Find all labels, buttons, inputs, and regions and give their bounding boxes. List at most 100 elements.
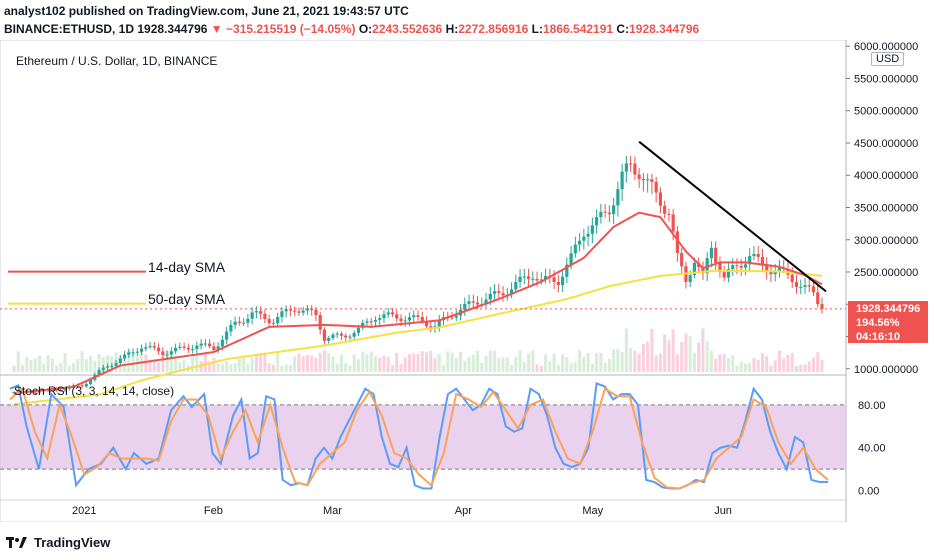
volume-bar bbox=[454, 358, 458, 372]
candle-body bbox=[663, 205, 667, 214]
volume-bar bbox=[386, 357, 390, 372]
candle-body bbox=[416, 315, 420, 317]
volume-bar bbox=[212, 357, 216, 372]
volume-bar bbox=[556, 364, 560, 372]
volume-bar bbox=[259, 354, 263, 372]
candle-body bbox=[97, 370, 101, 375]
candle-body bbox=[288, 309, 293, 311]
y-tick-label: 4500.000000 bbox=[854, 138, 918, 150]
volume-bar bbox=[148, 361, 152, 372]
candle-body bbox=[433, 326, 437, 328]
candle-body bbox=[807, 285, 811, 287]
open-label: O: bbox=[358, 22, 373, 36]
footer-logo[interactable]: TradingView bbox=[6, 535, 110, 550]
candle-body bbox=[560, 276, 565, 285]
candle-body bbox=[54, 389, 59, 391]
volume-bar bbox=[280, 365, 284, 372]
volume-bar bbox=[637, 353, 641, 372]
volume-bar bbox=[437, 354, 441, 372]
candle-body bbox=[59, 390, 63, 392]
volume-bar bbox=[701, 328, 705, 372]
candle-body bbox=[616, 189, 620, 206]
candle-body bbox=[318, 314, 322, 330]
volume-bar bbox=[790, 352, 794, 372]
candle-body bbox=[195, 345, 199, 349]
candle-body bbox=[612, 205, 616, 215]
volume-bar bbox=[407, 354, 411, 372]
volume-bar bbox=[446, 351, 450, 372]
volume-bar bbox=[582, 356, 586, 372]
candle-body bbox=[531, 278, 535, 280]
candle-body bbox=[756, 253, 760, 257]
volume-bar bbox=[680, 341, 684, 372]
low-value: 1866.542191 bbox=[543, 22, 614, 36]
volume-bar bbox=[429, 350, 433, 372]
candle-body bbox=[573, 244, 577, 254]
volume-bar bbox=[612, 349, 616, 372]
volume-bar bbox=[561, 354, 565, 372]
price-chart[interactable]: 1000.0000001500.0000002000.0000002500.00… bbox=[0, 40, 934, 522]
candle-body bbox=[675, 231, 680, 254]
volume-bar bbox=[641, 344, 645, 372]
volume-bar bbox=[476, 350, 480, 372]
currency-badge[interactable]: USD bbox=[871, 52, 905, 66]
volume-bar bbox=[352, 354, 356, 372]
candle-body bbox=[80, 385, 84, 387]
volume-bar bbox=[777, 350, 781, 372]
candle-body bbox=[624, 163, 628, 172]
candle-body bbox=[735, 265, 739, 267]
candle-body bbox=[522, 276, 526, 278]
volume-bar bbox=[331, 356, 335, 372]
candle-body bbox=[407, 317, 412, 321]
candle-body bbox=[139, 348, 144, 352]
candle-body bbox=[450, 317, 454, 319]
volume-bar bbox=[416, 353, 420, 372]
candle-body bbox=[646, 179, 650, 181]
candle-body bbox=[692, 262, 697, 276]
volume-bar bbox=[442, 364, 446, 372]
volume-bar bbox=[773, 360, 777, 372]
volume-bar bbox=[505, 357, 509, 372]
volume-bar bbox=[339, 354, 343, 372]
candle-body bbox=[169, 351, 173, 355]
volume-bar bbox=[667, 340, 671, 372]
volume-bar bbox=[484, 355, 488, 372]
candle-body bbox=[212, 346, 216, 350]
volume-bar bbox=[633, 351, 637, 372]
volume-bar bbox=[433, 357, 437, 372]
sma50-line bbox=[13, 269, 823, 406]
candle-body bbox=[225, 331, 229, 340]
x-tick-label: Apr bbox=[455, 505, 472, 517]
candle-body bbox=[424, 321, 429, 327]
volume-bar bbox=[144, 354, 148, 372]
volume-bar bbox=[709, 350, 713, 372]
volume-bar bbox=[646, 341, 650, 372]
volume-bar bbox=[152, 359, 156, 372]
volume-bar bbox=[514, 356, 518, 372]
volume-bar bbox=[586, 352, 590, 372]
volume-bar bbox=[697, 342, 701, 372]
candle-body bbox=[526, 276, 531, 279]
volume-bar bbox=[544, 354, 548, 372]
volume-bar bbox=[671, 329, 675, 372]
symbol: BINANCE:ETHUSD, 1D bbox=[4, 22, 135, 36]
volume-bar bbox=[607, 358, 611, 372]
volume-bar bbox=[535, 364, 539, 372]
candle-body bbox=[467, 301, 471, 304]
candle-body bbox=[586, 233, 590, 237]
volume-bar bbox=[714, 358, 718, 372]
volume-bar bbox=[254, 353, 258, 372]
high-label: H: bbox=[445, 22, 459, 36]
candle-body bbox=[492, 291, 497, 294]
volume-bar bbox=[284, 364, 288, 372]
candle-body bbox=[671, 214, 675, 232]
y-tick-label: 6000.000000 bbox=[854, 41, 918, 53]
candle-body bbox=[488, 293, 492, 300]
volume-bar bbox=[191, 357, 195, 372]
volume-bar bbox=[527, 353, 531, 372]
candle-body bbox=[760, 256, 765, 265]
high-value: 2272.856916 bbox=[458, 22, 529, 36]
chart-legend-title: Ethereum / U.S. Dollar, 1D, BINANCE bbox=[16, 54, 218, 68]
candle-body bbox=[352, 332, 356, 337]
volume-bar bbox=[820, 359, 824, 372]
